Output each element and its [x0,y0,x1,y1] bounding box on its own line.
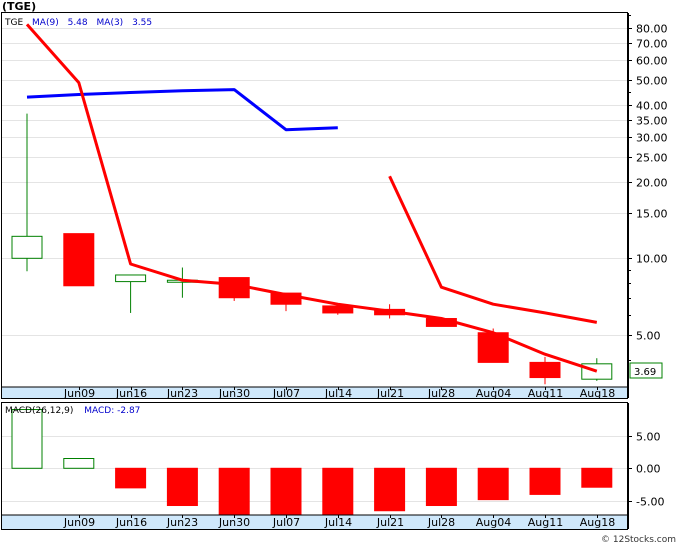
candle-body [529,361,561,379]
ma-line [388,175,598,324]
macd-legend-label: MACD: [84,406,114,416]
price-x-tick-label: Jun23 [166,387,198,400]
price-x-tick-label: Jun16 [115,387,147,400]
price-panel-frame [1,12,628,399]
price-y-tick-label: 25.00 [636,152,668,165]
candle [63,233,95,287]
macd-bar [529,467,561,495]
macd-panel-frame [1,402,628,530]
candle [581,358,613,381]
candle [115,274,147,313]
price-x-tick-label: Jun30 [218,387,250,400]
price-y-tick-label: 80.00 [636,23,668,36]
macd-bar [477,467,509,501]
price-x-tick-label: Jul21 [376,387,404,400]
macd-y-ticks: 5.00 0.00 -5.00 [628,403,664,529]
macd-bar [166,467,198,507]
candle [218,277,250,301]
price-y-tick-label: 30.00 [636,132,668,145]
macd-legend: MACD(26,12,9) MACD: -2.87 [5,406,140,416]
macd-x-tick-label: Jul14 [324,516,352,529]
price-y-tick-label: 35.00 [636,115,668,128]
candle-body [115,274,147,283]
price-y-tick-label: 15.00 [636,208,668,221]
macd-x-tick-label: Jun30 [218,516,250,529]
candle [529,356,561,385]
candle-body [581,363,613,380]
price-x-tick-label: Jul07 [272,387,300,400]
price-y-tick-label: 70.00 [636,38,668,51]
candle [322,304,354,315]
moving-average-lines [25,23,598,373]
macd-x-tick-label: Jul28 [427,516,455,529]
watermark: © 12Stocks.com [601,535,676,545]
macd-x-tick-label: Jun16 [115,516,147,529]
price-legend: TGE MA(9) 5.48 MA(3) 3.55 [4,18,152,28]
last-price-tag [629,362,663,379]
macd-x-tick-label: Aug04 [476,516,511,529]
price-y-tick-label: 50.00 [636,75,668,88]
macd-legend-value: -2.87 [117,406,140,416]
price-y-ticks: 80.00 70.00 60.00 50.00 40.00 35.00 30.00 25.00… [628,13,668,398]
macd-x-tick-label: Aug11 [528,516,563,529]
macd-bar [11,409,43,469]
macd-bar [322,467,354,515]
price-x-axis-band [2,387,627,398]
macd-y-tick-label: 5.00 [636,431,661,444]
price-y-tick-label: 40.00 [636,100,668,113]
macd-bar [63,458,95,469]
price-x-tick-label: Jun09 [63,387,95,400]
price-x-tick-label: Jul14 [324,387,352,400]
price-x-tick-label: Aug18 [580,387,615,400]
price-x-tick-label: Aug04 [476,387,511,400]
legend-ma3-value: 3.55 [132,18,152,28]
macd-bar [270,467,302,515]
price-gridlines [2,28,627,336]
macd-gridlines [2,436,627,502]
price-x-tick-label: Jul28 [427,387,455,400]
candle-body [322,305,354,314]
macd-x-tick-label: Jun09 [63,516,95,529]
price-x-tick-label: Aug11 [528,387,563,400]
legend-ma9-value: 5.48 [68,18,88,28]
macd-x-tick-label: Jul21 [376,516,404,529]
price-y-tick-label: 10.00 [636,253,668,266]
macd-bar [374,467,406,512]
macd-bar [218,467,250,515]
macd-x-tick-label: Jun23 [166,516,198,529]
macd-x-tick-label: Jul07 [272,516,300,529]
legend-ma9-label: MA(9) [32,18,59,28]
macd-bar [115,467,147,489]
legend-ma3-label: MA(3) [97,18,124,28]
macd-x-axis-band [2,515,627,529]
candle [166,267,198,298]
ma-line [26,88,338,132]
macd-bar [581,467,613,488]
candle-body [11,235,43,259]
ma-line [25,23,598,373]
macd-x-tick-label: Aug18 [580,516,615,529]
last-price-label: 3.69 [634,367,656,378]
price-y-tick-label: 60.00 [636,55,668,68]
price-y-tick-label: 5.00 [636,330,661,343]
macd-bars [11,409,613,515]
macd-title: MACD(26,12,9) [5,406,73,416]
macd-y-tick-label: -5.00 [636,496,664,509]
macd-bar [425,467,457,507]
price-x-ticks: Jun09 Jun16 Jun23 Jun30 Jul07 Jul14 Jul21 Jul28… [63,387,615,400]
legend-symbol: TGE [4,18,23,28]
macd-y-tick-label: 0.00 [636,463,661,476]
price-y-tick-label: 20.00 [636,177,668,190]
page-title: (TGE) [2,0,36,13]
candle-body [63,233,95,287]
macd-x-ticks: Jun09 Jun16 Jun23 Jun30 Jul07 Jul14 Jul21 Jul28… [63,515,615,529]
candle [11,113,43,272]
